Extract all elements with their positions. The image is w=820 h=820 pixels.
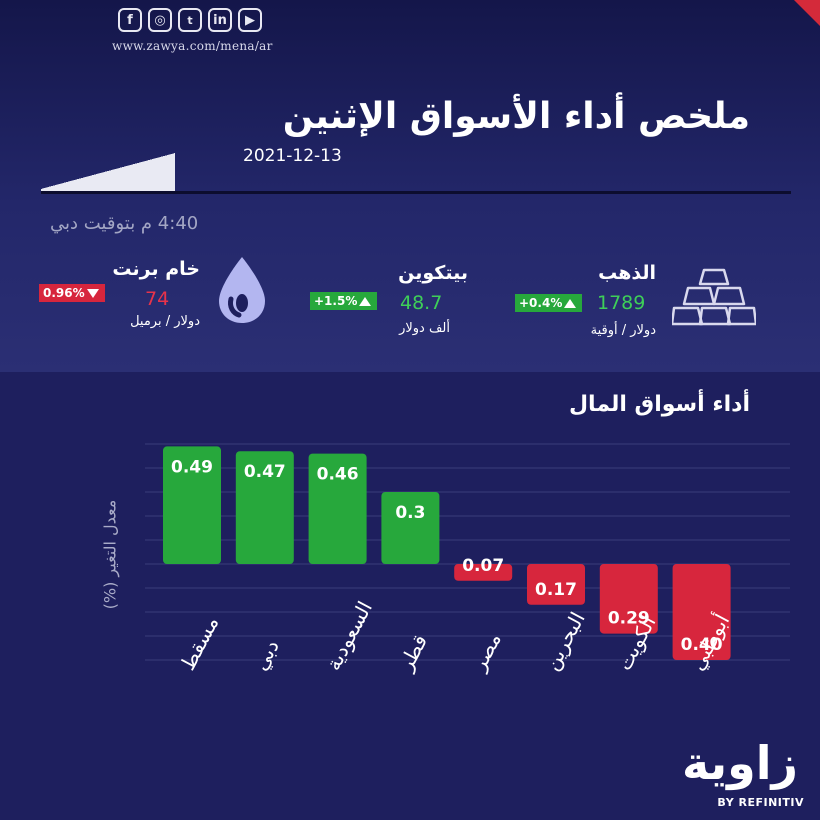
report-date: 2021-12-13 [243,146,342,166]
arrow-up-icon [564,299,577,308]
bar-value-label: 0.40 [681,635,723,655]
bar [599,564,658,634]
bitcoin-change-badge: +1.5% [310,292,378,310]
site-url[interactable]: www.zawya.com/mena/ar [112,39,273,53]
youtube-icon[interactable]: ▶ [238,8,262,32]
social-links: f ◎ t in ▶ [118,8,262,32]
bar [235,451,294,564]
zawya-logo: زاوية [681,736,799,790]
bar-value-label: 0.3 [395,503,425,523]
brent-value: 74 [145,288,170,310]
bar [163,446,221,564]
brent-change: 0.96% [43,286,85,300]
gold-value: 1789 [597,292,646,314]
category-label: البحرين [539,608,589,674]
category-label: دبي [248,636,285,675]
bar [672,564,731,660]
gold-bars-icon [672,268,756,326]
linkedin-icon[interactable]: in [208,8,232,32]
bar-value-label: 0.17 [535,580,577,600]
bitcoin-value: 48.7 [400,292,443,314]
brent-unit: دولار / برميل [130,314,200,329]
bitcoin-name: بيتكوين [398,262,468,284]
category-label: مسقط [175,612,223,674]
gold-change-badge: +0.4% [515,294,583,312]
twitter-icon[interactable]: t [178,8,202,32]
brent-name: خام برنت [112,258,200,280]
bar [527,564,585,605]
brent-change-badge: 0.96% [39,284,105,302]
bar-value-label: 0.49 [171,457,213,477]
bitcoin-unit: ألف دولار [399,321,450,336]
bar [381,492,440,564]
page-title: ملخص أداء الأسواق الإثنين [282,96,750,137]
bar-value-label: 0.46 [317,465,359,485]
bar [308,453,367,564]
header-divider [41,191,791,194]
bar-value-label: 0.47 [244,462,286,482]
gold-name: الذهب [598,262,656,284]
decorative-wedge [41,151,175,191]
arrow-down-icon [86,289,99,298]
arrow-up-icon [359,297,372,306]
oil-drop-icon [219,257,265,323]
bar [454,564,513,581]
bitcoin-change: +1.5% [314,294,358,308]
bar-value-label: 0.07 [462,556,504,576]
gold-change: +0.4% [519,296,563,310]
gold-unit: دولار / أوقية [590,323,656,338]
bar-value-label: 0.29 [608,609,650,629]
corner-accent [794,0,820,26]
category-label: قطر [393,630,432,675]
chart-title: أداء أسواق المال [568,392,750,417]
report-time: 4:40 م بتوقيت دبي [50,213,199,234]
refinitiv-byline: BY REFINITIV [717,796,804,809]
facebook-icon[interactable]: f [118,8,142,32]
instagram-icon[interactable]: ◎ [148,8,172,32]
